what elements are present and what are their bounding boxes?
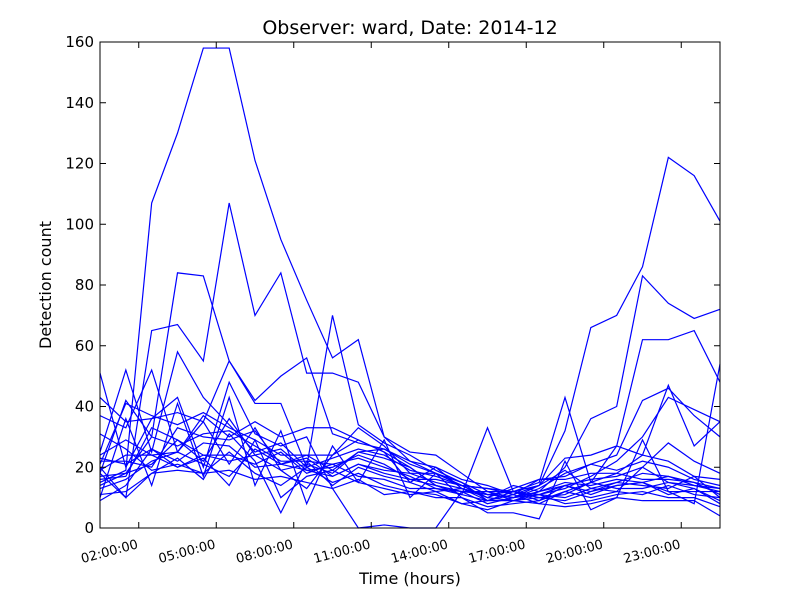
series-line-19 [99, 438, 721, 508]
series-line-1 [99, 47, 721, 499]
series-line-21 [99, 363, 721, 520]
x-tick-label: 23:00:00 [622, 537, 682, 567]
x-tick-label: 08:00:00 [235, 537, 295, 567]
y-tick-label: 40 [75, 398, 94, 416]
x-tick-label: 11:00:00 [312, 537, 372, 567]
series-line-2 [99, 202, 721, 502]
y-tick-label: 140 [65, 94, 94, 112]
x-tick-label: 02:00:00 [80, 537, 140, 567]
chart-title: Observer: ward, Date: 2014-12 [262, 17, 557, 39]
series-line-7 [99, 350, 721, 496]
y-axis-label: Detection count [36, 221, 55, 349]
series-line-15 [99, 448, 721, 502]
series-line-17 [99, 432, 721, 515]
y-tick-label: 160 [65, 33, 94, 51]
series-line-8 [99, 402, 721, 505]
plot-frame [99, 41, 721, 529]
x-tick-label: 17:00:00 [467, 537, 527, 567]
series-line-9 [99, 399, 721, 499]
y-tick-label: 100 [65, 215, 94, 233]
y-tick-label: 60 [75, 337, 94, 355]
x-tick-label: 05:00:00 [157, 537, 217, 567]
y-tick-label: 80 [75, 276, 94, 294]
x-tick-label: 20:00:00 [545, 537, 605, 567]
y-axis: 0 20 40 60 80 100 120 140 160 [65, 33, 720, 537]
x-tick-label: 14:00:00 [390, 537, 450, 567]
x-axis-label: Time (hours) [358, 569, 461, 588]
series-line-14 [99, 417, 721, 499]
y-tick-label: 0 [84, 519, 94, 537]
y-tick-label: 20 [75, 458, 94, 476]
y-tick-label: 120 [65, 155, 94, 173]
series-layer [99, 47, 721, 529]
